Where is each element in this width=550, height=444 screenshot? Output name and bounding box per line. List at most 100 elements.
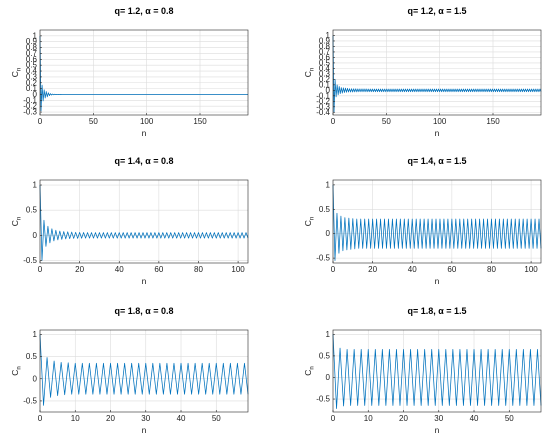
y-tick-label: 1	[33, 181, 38, 190]
series-line	[39, 185, 249, 261]
x-axis-label: n	[435, 425, 440, 435]
y-tick-label: 0.5	[319, 205, 331, 214]
plot-frame	[39, 29, 249, 116]
y-tick-label: 0.1	[26, 84, 38, 93]
chart-title: q= 1.8, α = 1.5	[407, 306, 466, 316]
x-tick-label: 10	[71, 414, 80, 423]
plot-frame	[39, 179, 249, 264]
x-axis-label: n	[142, 425, 147, 435]
plot-frame	[332, 329, 542, 413]
y-tick-label: 1	[33, 330, 38, 339]
y-axis-label-main: C	[303, 71, 313, 77]
x-tick-label: 0	[38, 265, 43, 274]
y-tick-label: 0.9	[319, 36, 331, 45]
x-tick-label: 40	[177, 414, 186, 423]
y-axis-label-main: C	[10, 71, 20, 77]
y-axis-label: Cn	[10, 68, 23, 77]
y-tick-label: 0.9	[26, 37, 38, 46]
y-tick-label: -0.2	[316, 97, 330, 106]
x-axis-label: n	[435, 276, 440, 286]
x-tick-label: 20	[106, 414, 115, 423]
series-line	[39, 35, 248, 112]
y-tick-label: 1	[326, 31, 331, 40]
plot-frame	[332, 29, 542, 116]
x-tick-label: 100	[524, 265, 538, 274]
series-line	[332, 35, 542, 113]
y-axis-label: Cn	[10, 366, 23, 375]
x-tick-label: 20	[368, 265, 377, 274]
x-tick-label: 0	[331, 265, 336, 274]
y-tick-label: 0	[33, 231, 38, 240]
chart-title: q= 1.2, α = 1.5	[407, 6, 466, 16]
x-axis-label: n	[142, 276, 147, 286]
y-tick-label: -0.5	[316, 254, 330, 263]
x-tick-label: 80	[487, 265, 496, 274]
y-tick-label: -0.4	[316, 108, 330, 117]
x-axis-label: n	[142, 128, 147, 138]
y-axis-label-subscript: n	[17, 366, 23, 369]
x-tick-label: 40	[408, 265, 417, 274]
y-tick-label: 0.3	[26, 72, 38, 81]
y-tick-label: -0.1	[23, 96, 37, 105]
y-tick-label: 0.4	[319, 64, 331, 73]
y-tick-label: 0	[33, 374, 38, 383]
x-tick-label: 20	[75, 265, 84, 274]
y-tick-label: 0.2	[26, 78, 38, 87]
y-tick-label: 0.5	[319, 351, 331, 360]
chart-title: q= 1.2, α = 0.8	[114, 6, 173, 16]
y-tick-label: 0.8	[26, 43, 38, 52]
chart-title: q= 1.4, α = 0.8	[114, 156, 173, 166]
y-tick-label: -0.1	[316, 91, 330, 100]
x-tick-label: 30	[141, 414, 150, 423]
chart-title: q= 1.4, α = 1.5	[407, 156, 466, 166]
series-line	[39, 334, 249, 406]
x-tick-label: 20	[399, 414, 408, 423]
y-axis-label-main: C	[303, 220, 313, 226]
y-tick-label: 0.3	[319, 69, 331, 78]
y-tick-label: 0.2	[319, 75, 331, 84]
y-tick-label: 0	[326, 229, 331, 238]
y-tick-label: 1	[326, 330, 331, 339]
y-tick-label: 0	[33, 90, 38, 99]
x-tick-label: 60	[154, 265, 163, 274]
y-tick-label: 0.5	[26, 61, 38, 70]
y-axis-label-subscript: n	[310, 68, 316, 71]
y-axis-label: Cn	[303, 68, 316, 77]
series-line	[332, 334, 542, 409]
y-axis-label-main: C	[303, 370, 313, 376]
x-tick-label: 0	[331, 117, 336, 126]
y-tick-label: 0.6	[319, 53, 331, 62]
x-tick-label: 80	[194, 265, 203, 274]
x-tick-label: 100	[140, 117, 154, 126]
y-tick-label: 0.1	[319, 80, 331, 89]
y-tick-label: 1	[326, 180, 331, 189]
x-tick-label: 0	[331, 414, 336, 423]
x-tick-label: 40	[470, 414, 479, 423]
chart-title: q= 1.8, α = 0.8	[114, 306, 173, 316]
x-tick-label: 40	[115, 265, 124, 274]
y-tick-label: 0.7	[26, 49, 38, 58]
x-tick-label: 50	[505, 414, 514, 423]
y-tick-label: 0.8	[319, 42, 331, 51]
y-tick-label: 0	[326, 86, 331, 95]
x-tick-label: 150	[486, 117, 500, 126]
y-axis-label: Cn	[303, 366, 316, 375]
x-tick-label: 100	[433, 117, 447, 126]
plot-frame	[39, 329, 249, 413]
subplot-2: 0 50 100 150-0.4-0.3-0.2-0.100.10.20.30.40.…	[303, 6, 542, 138]
y-tick-label: -0.3	[316, 102, 330, 111]
y-axis-label-subscript: n	[310, 366, 316, 369]
x-tick-label: 0	[38, 414, 43, 423]
plot-frame	[332, 179, 542, 264]
x-axis-label: n	[435, 128, 440, 138]
x-tick-label: 50	[382, 117, 391, 126]
x-tick-label: 10	[364, 414, 373, 423]
x-tick-label: 0	[38, 117, 43, 126]
y-axis-label-subscript: n	[17, 217, 23, 220]
y-axis-label-main: C	[10, 370, 20, 376]
x-tick-label: 60	[447, 265, 456, 274]
y-tick-label: 0.4	[26, 67, 38, 76]
